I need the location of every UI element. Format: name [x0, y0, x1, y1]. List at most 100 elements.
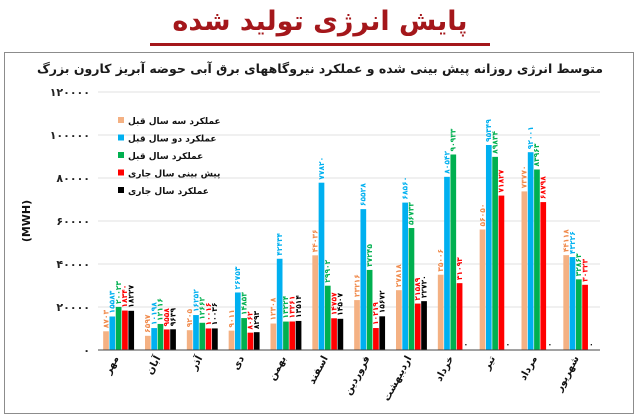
- bar: [563, 255, 570, 350]
- data-label: ۴۳۲۲۶: [568, 231, 577, 254]
- bar: [270, 323, 277, 350]
- bar: [337, 318, 344, 350]
- y-tick-label: ۱۲۰۰۰۰: [50, 86, 90, 99]
- data-label: ۷۱۸۲۷: [497, 169, 506, 192]
- bar: [234, 292, 241, 350]
- bar: [582, 284, 588, 350]
- data-labels: ۸۷۰۳۱۵۵۸۳۲۰۰۲۳۱۸۳۴۰۱۸۲۲۷۶۵۹۷۱۰۱۹۸۱۲۱۱۶۹۵…: [101, 119, 595, 347]
- data-label: ۱۸۳۴۰: [120, 285, 129, 308]
- bar: [289, 321, 296, 350]
- bar: [186, 330, 193, 350]
- data-label: ۴۲۴۳۴: [275, 232, 284, 255]
- bars: [103, 144, 588, 350]
- bar: [437, 274, 444, 350]
- data-label: ۲۶۷۵۳: [233, 266, 242, 289]
- data-label: ۰: [545, 342, 554, 347]
- bar: [151, 328, 157, 350]
- y-tick-label: ۱۰۰۰۰۰: [50, 129, 90, 142]
- data-label: ۰: [587, 342, 596, 347]
- bar: [228, 330, 235, 350]
- bar: [212, 328, 218, 350]
- bar: [540, 202, 547, 350]
- bar: [193, 315, 199, 350]
- legend-entry: عملکرد سال قبل: [128, 152, 203, 162]
- bar: [534, 169, 540, 350]
- bar: [354, 300, 360, 350]
- data-label: ۸۰۶۲: [246, 311, 255, 330]
- bar: [498, 195, 505, 350]
- data-label: ۱۲۱۱۶: [156, 298, 165, 321]
- y-tick-label: ۶۰۰۰۰: [56, 215, 90, 228]
- data-label: ۱۵۶۷۲: [378, 290, 387, 313]
- x-tick-label: مهر: [102, 354, 121, 377]
- legend-swatch: [118, 187, 124, 193]
- x-tick-label: فروردین: [343, 354, 373, 397]
- data-label: ۱۸۲۲۷: [127, 285, 136, 308]
- bar: [145, 335, 151, 350]
- data-label: ۶۸۷۹۸: [539, 176, 548, 199]
- data-label: ۵۶۰۵۰: [478, 204, 487, 227]
- data-label: ۱۴۵۰۷: [336, 292, 345, 315]
- bar: [450, 154, 457, 350]
- data-label: ۲۳۲۱۶: [352, 274, 361, 297]
- y-axis-ticks: ۰ ۲۰۰۰۰ ۴۰۰۰۰ ۶۰۰۰۰ ۸۰۰۰۰ ۱۰۰۰۰۰ ۱۲۰۰۰۰: [50, 86, 90, 357]
- data-label: ۱۳۲۶۱: [288, 296, 297, 319]
- bar: [324, 285, 331, 350]
- data-label: ۱۴۸۵۳: [239, 292, 248, 315]
- x-tick-label: تیر: [481, 354, 498, 373]
- grid-lines: [98, 91, 600, 308]
- bar: [283, 321, 289, 350]
- legend-swatch: [118, 134, 124, 141]
- bar: [163, 329, 170, 350]
- y-axis-label: (MWH): [20, 200, 33, 242]
- bar: [205, 328, 212, 350]
- bar: [521, 191, 528, 350]
- data-label: ۸۰۵۴۲: [442, 151, 451, 174]
- bar: [170, 329, 176, 350]
- bar: [157, 323, 164, 350]
- bar: [115, 306, 122, 350]
- x-tick-label: اردیبهشت: [381, 354, 414, 403]
- y-tick-label: ۰: [83, 344, 90, 357]
- bar: [103, 331, 109, 350]
- data-label: ۸۷۰۳: [101, 310, 110, 329]
- x-tick-label: مرداد: [518, 354, 540, 382]
- title-underline: [150, 43, 490, 46]
- x-tick-label: دی: [231, 354, 247, 372]
- bar: [247, 332, 254, 350]
- bar: [421, 301, 427, 350]
- bar: [414, 303, 421, 350]
- data-label: ۱۳۵۱۴: [294, 295, 303, 318]
- bar: [128, 310, 135, 350]
- bar: [366, 269, 373, 350]
- chart-title: متوسط انرژی روزانه پیش بینی شده و عملکرد…: [37, 61, 603, 76]
- data-label: ۳۰۳۲۳: [580, 258, 589, 281]
- data-label: ۶۸۵۶۰: [400, 177, 409, 200]
- bar: [485, 144, 492, 350]
- bar: [241, 318, 247, 350]
- bar: [199, 322, 206, 350]
- y-tick-label: ۴۰۰۰۰: [56, 258, 90, 271]
- bar: [379, 316, 386, 350]
- bar: [276, 258, 283, 350]
- data-label: ۱۰۲۱۹: [371, 302, 380, 325]
- legend-entry: عملکرد دو سال قبل: [128, 135, 217, 145]
- legend-swatch: [118, 117, 124, 123]
- data-label: ۵۶۷۳۳: [407, 202, 416, 225]
- data-label: ۰: [461, 342, 470, 347]
- data-label: ۱۶۲۵۲: [191, 289, 200, 312]
- data-label: ۱۳۲۲۴: [281, 295, 290, 318]
- bar: [569, 257, 576, 350]
- x-tick-label: آبان: [143, 353, 164, 377]
- bar: [492, 156, 498, 350]
- data-label: ۳۱۰۹۳: [455, 257, 464, 280]
- bar: [575, 279, 582, 350]
- y-tick-label: ۲۰۰۰۰: [56, 301, 90, 314]
- x-tick-label: آذر: [187, 353, 206, 373]
- bar: [456, 283, 463, 350]
- data-label: ۹۵۳۴۹: [484, 119, 493, 142]
- data-label: ۴۴۱۱۸: [561, 229, 570, 252]
- data-label: ۱۲۶۶۲: [198, 296, 207, 319]
- data-label: ۹۵۵۸: [162, 308, 171, 327]
